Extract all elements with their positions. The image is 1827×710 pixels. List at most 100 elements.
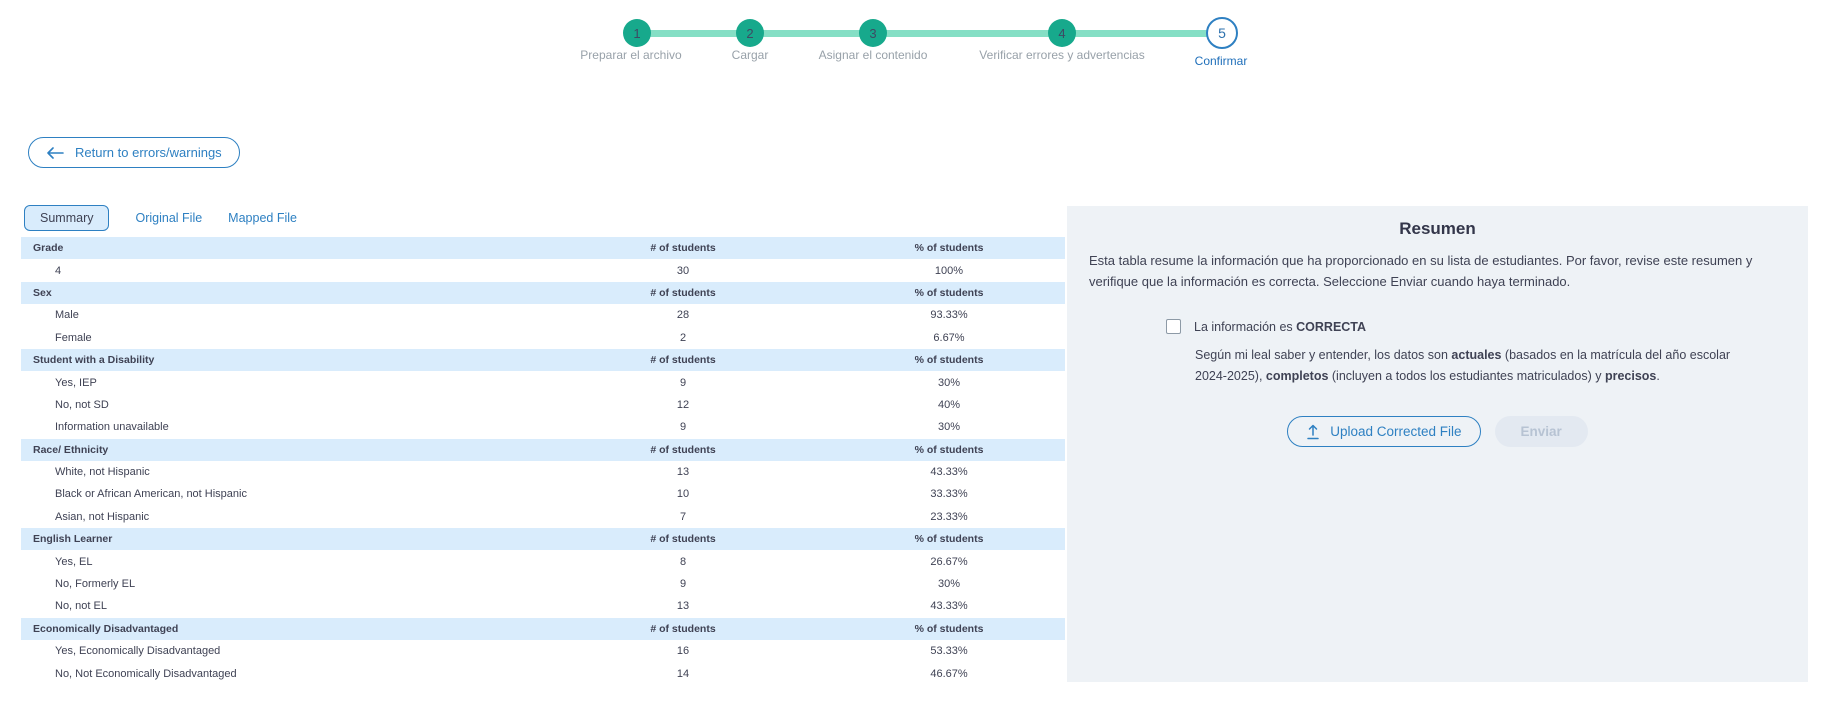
table-section-header: Grade # of students % of students — [21, 237, 1065, 260]
panel-buttons: Upload Corrected File Enviar — [1067, 416, 1808, 447]
row-count: 14 — [676, 667, 690, 680]
row-count: 9 — [679, 376, 687, 389]
step-2-label: Cargar — [731, 48, 769, 62]
row-percent: 43.33% — [930, 466, 968, 479]
row-category: Yes, EL — [55, 555, 93, 568]
row-category: Female — [55, 331, 92, 344]
column-header-count: # of students — [650, 443, 716, 456]
step-5-circle[interactable]: 5 — [1206, 17, 1238, 49]
table-row: Yes, IEP 9 30% — [21, 371, 1065, 394]
column-header-count: # of students — [650, 286, 716, 299]
tab-summary[interactable]: Summary — [24, 205, 110, 231]
table-section-header: Economically Disadvantaged # of students%… — [21, 617, 1065, 641]
row-count: 28 — [676, 309, 690, 322]
correct-checkbox[interactable] — [1166, 319, 1181, 334]
row-count: 10 — [676, 488, 690, 501]
row-count: 9 — [679, 578, 687, 591]
table-row: Information unavailable 9 30% — [21, 416, 1065, 439]
row-percent: 46.67% — [930, 667, 968, 680]
summary-table: Grade # of students % of students 4 30 100% Se… — [21, 237, 1065, 685]
upload-icon — [1306, 424, 1320, 440]
column-header-count: # of students — [650, 533, 716, 546]
row-category: 4 — [55, 264, 62, 277]
row-category: No, not EL — [55, 600, 107, 613]
table-row: No, not EL 13 43.33% — [21, 595, 1065, 618]
column-header-count: # of students — [650, 354, 716, 367]
table-row: No, not SD 12 40% — [21, 393, 1065, 417]
row-category: Asian, not Hispanic — [55, 510, 150, 523]
row-percent: 43.33% — [930, 600, 968, 613]
table-row: No, Not Economically Disadvantaged 14 46.6… — [21, 662, 1065, 685]
section-name: Economically Disadvantaged — [33, 622, 179, 635]
row-percent: 40% — [937, 398, 961, 411]
row-count: 16 — [676, 645, 690, 658]
table-section-header: Sex # of students % of students — [21, 281, 1065, 305]
file-tabs: Summary Original File Mapped File — [24, 205, 297, 231]
step-2-circle[interactable]: 2 — [736, 19, 764, 47]
table-section-header: Race/ Ethnicity # of students % of student… — [21, 438, 1065, 461]
row-percent: 93.33% — [930, 309, 968, 322]
row-category: Black or African American, not Hispanic — [55, 488, 247, 501]
row-count: 7 — [679, 510, 687, 523]
step-4-label: Verificar errores y advertencias — [979, 48, 1145, 62]
row-count: 30 — [676, 264, 690, 277]
column-header-percent: % of students — [914, 622, 984, 635]
tab-original-file[interactable]: Original File — [135, 211, 203, 225]
column-header-percent: % of students — [914, 354, 984, 367]
correct-checkbox-label: La información es CORRECTA — [1194, 319, 1367, 334]
left-arrow-icon — [46, 146, 64, 159]
row-count: 12 — [676, 398, 690, 411]
row-percent: 30% — [937, 578, 961, 591]
row-percent: 100% — [934, 264, 964, 277]
table-row: Yes, Economically Disadvantaged 16 53.33% — [21, 640, 1065, 663]
step-3-circle[interactable]: 3 — [859, 19, 887, 47]
row-count: 13 — [676, 600, 690, 613]
table-row: Asian, not Hispanic 7 23.33% — [21, 505, 1065, 529]
section-name: Sex — [33, 286, 52, 299]
row-category: No, not SD — [55, 398, 109, 411]
section-name: Student with a Disability — [33, 354, 155, 367]
table-row: 4 30 100% — [21, 259, 1065, 282]
row-category: Information unavailable — [55, 421, 169, 434]
step-3-label: Asignar el contenido — [818, 48, 928, 62]
upload-corrected-file-button[interactable]: Upload Corrected File — [1287, 416, 1481, 447]
row-category: Male — [55, 309, 79, 322]
row-count: 2 — [679, 331, 687, 344]
row-count: 13 — [676, 466, 690, 479]
column-header-percent: % of students — [914, 286, 984, 299]
row-count: 8 — [679, 555, 687, 568]
step-5-label: Confirmar — [1194, 54, 1248, 68]
return-to-errors-button[interactable]: Return to errors/warnings — [28, 137, 240, 168]
step-1-circle[interactable]: 1 — [623, 19, 651, 47]
tab-mapped-file[interactable]: Mapped File — [228, 211, 297, 225]
column-header-percent: % of students — [914, 533, 984, 546]
row-category: Yes, Economically Disadvantaged — [55, 645, 221, 658]
step-4-circle[interactable]: 4 — [1048, 19, 1076, 47]
row-category: White, not Hispanic — [55, 466, 150, 479]
column-header-percent: % of students — [914, 242, 984, 255]
table-section-header: English Learner # of students % of student… — [21, 528, 1065, 551]
row-category: No, Formerly EL — [55, 578, 136, 591]
resumen-panel: Resumen Esta tabla resume la información… — [1067, 206, 1808, 682]
correct-checkbox-row: La información es CORRECTA — [1166, 319, 1808, 334]
section-name: English Learner — [33, 533, 113, 546]
declaration-text: Según mi leal saber y entender, los dato… — [1195, 348, 1731, 383]
column-header-percent: % of students — [914, 443, 984, 456]
table-row: Male 28 93.33% — [21, 304, 1065, 327]
row-category: No, Not Economically Disadvantaged — [55, 667, 237, 680]
wizard-stepper: 1 2 3 4 5 Preparar el archivo Cargar Asi… — [0, 0, 1827, 90]
row-percent: 30% — [937, 421, 961, 434]
table-row: Yes, EL 8 26.67% — [21, 550, 1065, 573]
table-row: Black or African American, not Hispanic 1… — [21, 483, 1065, 506]
panel-title: Resumen — [1399, 219, 1476, 238]
return-button-label: Return to errors/warnings — [75, 145, 222, 160]
table-row: No, Formerly EL 9 30% — [21, 572, 1065, 596]
section-name: Race/ Ethnicity — [33, 443, 109, 456]
submit-enviar-button[interactable]: Enviar — [1494, 416, 1588, 447]
row-percent: 53.33% — [930, 645, 968, 658]
step-1-label: Preparar el archivo — [580, 48, 682, 62]
upload-button-label: Upload Corrected File — [1330, 424, 1462, 439]
row-percent: 23.33% — [930, 510, 968, 523]
stepper-connector-line — [637, 30, 1222, 37]
